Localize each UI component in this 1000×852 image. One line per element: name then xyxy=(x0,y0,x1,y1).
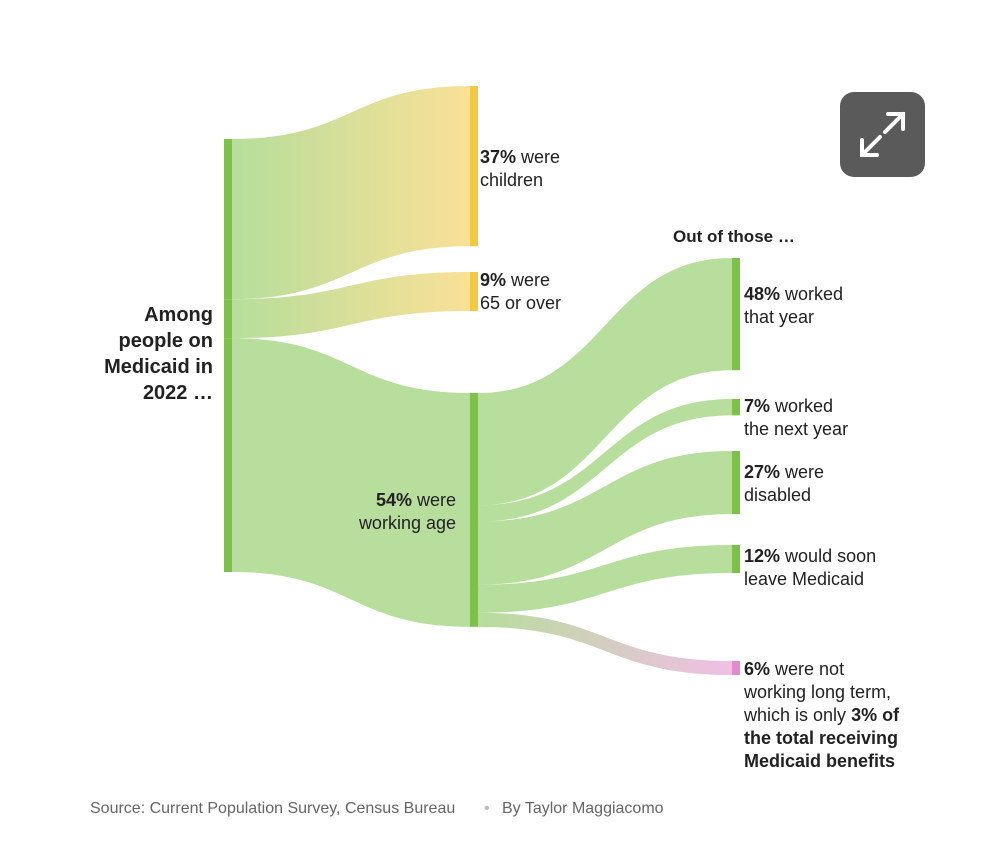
source-note: Source: Current Population Survey, Censu… xyxy=(90,800,456,817)
flow xyxy=(478,399,732,522)
node xyxy=(732,661,740,676)
value-label: 37% xyxy=(480,147,517,167)
flow xyxy=(232,338,470,627)
node xyxy=(732,258,740,371)
source-label: Among people on Medicaid in 2022 … xyxy=(104,304,213,404)
node-label: 9% were 65 or over xyxy=(480,269,570,315)
separator: • xyxy=(484,800,490,817)
node-label: 48% worked that year xyxy=(744,283,859,329)
node-label: 12% would soon leave Medicaid xyxy=(744,545,894,591)
flow xyxy=(478,258,732,506)
value-label: 6% xyxy=(744,659,771,679)
node xyxy=(732,545,740,574)
value-label: 48% xyxy=(744,284,781,304)
node-label: 6% were not working long term, which is … xyxy=(744,658,906,773)
expand-icon xyxy=(860,112,905,157)
node xyxy=(470,272,478,311)
node xyxy=(470,393,478,627)
flow xyxy=(232,272,470,339)
level2-heading: Out of those … xyxy=(673,227,795,246)
node xyxy=(732,451,740,515)
source-node-segment xyxy=(224,139,232,300)
label-text: worked the next year xyxy=(744,396,849,439)
value-label: 54% xyxy=(375,490,412,510)
flow xyxy=(478,612,732,676)
node xyxy=(732,399,740,416)
value-label: 27% xyxy=(744,462,781,482)
label-text: were working age xyxy=(358,490,456,533)
label-text: worked that year xyxy=(744,284,844,327)
byline: By Taylor Maggiacomo xyxy=(502,800,664,817)
label-text: were 65 or over xyxy=(480,270,562,313)
expand-button[interactable] xyxy=(840,92,925,177)
label-text: were not working long term, which is onl… xyxy=(744,659,892,725)
value-label: 7% xyxy=(744,396,771,416)
value-label: 3% xyxy=(851,705,878,725)
label-text: were children xyxy=(480,147,561,190)
node-label: 27% were disabled xyxy=(744,461,859,507)
source-node-segment xyxy=(224,338,232,572)
value-label: of the total receiving Medicaid benefits xyxy=(744,705,900,771)
node-label: 7% worked the next year xyxy=(744,395,859,441)
node xyxy=(470,86,478,247)
node-label: 37% were children xyxy=(480,146,575,192)
value-label: 12% xyxy=(744,546,781,566)
label-text: would soon leave Medicaid xyxy=(744,546,877,589)
flow xyxy=(232,86,470,300)
source-node-segment xyxy=(224,299,232,339)
node-label: 54% were working age xyxy=(356,489,456,535)
flow xyxy=(478,451,732,585)
value-label: 9% xyxy=(480,270,507,290)
label-text: were disabled xyxy=(744,462,825,505)
flow xyxy=(478,545,732,613)
